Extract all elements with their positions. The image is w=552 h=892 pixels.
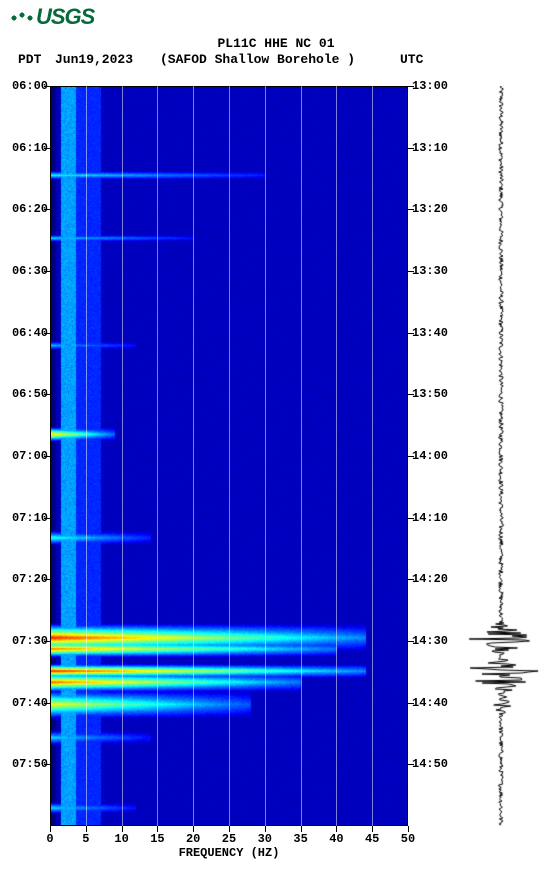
utc-tick-label: 13:10	[412, 141, 448, 155]
utc-label: UTC	[400, 52, 423, 67]
spectrogram-canvas	[50, 86, 408, 826]
x-axis-label: FREQUENCY (HZ)	[50, 846, 408, 860]
pdt-tick-label: 07:20	[4, 572, 48, 586]
page-root: USGS PL11C HHE NC 01 PDT Jun19,2023 (SAF…	[0, 0, 552, 892]
pdt-tick-label: 07:10	[4, 511, 48, 525]
utc-tick-label: 13:30	[412, 264, 448, 278]
spectrogram-plot	[50, 86, 408, 826]
pdt-tick-label: 06:40	[4, 326, 48, 340]
utc-tick-label: 14:00	[412, 449, 448, 463]
pdt-tick-label: 06:20	[4, 202, 48, 216]
utc-tick-label: 14:30	[412, 634, 448, 648]
utc-tick-label: 14:50	[412, 757, 448, 771]
plot-title: PL11C HHE NC 01	[0, 36, 552, 51]
xtick-label: 30	[258, 832, 272, 846]
utc-tick-label: 13:50	[412, 387, 448, 401]
seismogram-canvas	[460, 86, 542, 826]
pdt-tick-label: 07:30	[4, 634, 48, 648]
utc-tick-label: 13:20	[412, 202, 448, 216]
usgs-logo-text: USGS	[36, 4, 94, 30]
utc-tick-label: 13:00	[412, 79, 448, 93]
utc-tick-label: 14:40	[412, 696, 448, 710]
xtick-label: 10	[114, 832, 128, 846]
pdt-tick-label: 06:30	[4, 264, 48, 278]
pdt-tick-label: 06:50	[4, 387, 48, 401]
pdt-tick-label: 07:50	[4, 757, 48, 771]
xtick-label: 25	[222, 832, 236, 846]
xtick-label: 40	[329, 832, 343, 846]
date-text: Jun19,2023	[55, 52, 133, 67]
xtick-label: 45	[365, 832, 379, 846]
xtick-label: 0	[46, 832, 53, 846]
xtick-label: 15	[150, 832, 164, 846]
pdt-tick-label: 07:40	[4, 696, 48, 710]
pdt-tick-label: 07:00	[4, 449, 48, 463]
station-name: (SAFOD Shallow Borehole )	[160, 52, 355, 67]
pdt-label: PDT	[18, 52, 41, 67]
usgs-wave-icon	[8, 10, 34, 24]
xtick-label: 5	[82, 832, 89, 846]
pdt-tick-label: 06:10	[4, 141, 48, 155]
pdt-tick-label: 06:00	[4, 79, 48, 93]
xtick-label: 35	[293, 832, 307, 846]
utc-tick-label: 14:20	[412, 572, 448, 586]
xtick-label: 20	[186, 832, 200, 846]
xtick-label: 50	[401, 832, 415, 846]
usgs-logo: USGS	[8, 4, 94, 30]
utc-tick-label: 13:40	[412, 326, 448, 340]
utc-tick-label: 14:10	[412, 511, 448, 525]
